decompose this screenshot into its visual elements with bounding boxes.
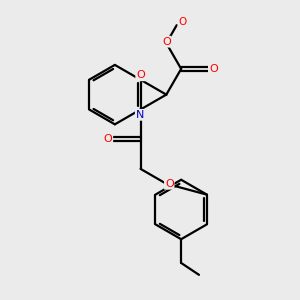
Text: O: O	[136, 70, 145, 80]
Text: N: N	[136, 110, 144, 120]
Text: O: O	[178, 16, 186, 27]
Text: O: O	[162, 37, 171, 47]
Text: O: O	[165, 179, 174, 189]
Text: O: O	[103, 134, 112, 144]
Text: O: O	[209, 64, 218, 74]
